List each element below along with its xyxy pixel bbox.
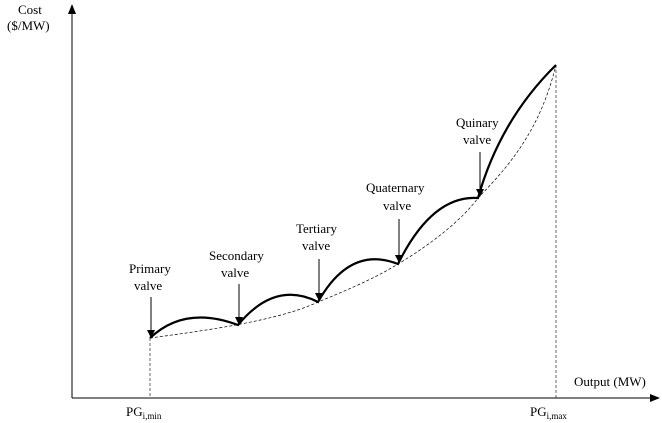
- smooth-cost-curve: [149, 64, 557, 339]
- primary-valve-label-line1: Primary: [129, 261, 171, 276]
- primary-valve-label-line2: valve: [134, 278, 162, 293]
- x-tick-pg-min-main: PG: [126, 404, 143, 419]
- x-tick-pg-min: PGi,min: [126, 404, 162, 421]
- x-axis-arrowhead: [650, 394, 660, 402]
- tertiary-valve-label-line2: valve: [302, 238, 330, 253]
- y-axis-arrowhead: [68, 4, 76, 14]
- quaternary-valve-label-line2: valve: [383, 198, 411, 213]
- quinary-valve-label-line1: Quinary: [456, 115, 499, 130]
- x-tick-pg-max-sub: i,max: [547, 411, 568, 421]
- x-tick-pg-max: PGi,max: [530, 404, 567, 421]
- tertiary-valve-label-line1: Tertiary: [296, 221, 337, 236]
- quinary-valve-label-line2: valve: [463, 132, 491, 147]
- y-axis-label-line1: Cost: [18, 2, 42, 17]
- x-axis-label: Output (MW): [574, 374, 646, 389]
- secondary-valve-label-line2: valve: [221, 265, 249, 280]
- x-tick-pg-min-sub: i,min: [143, 411, 162, 421]
- secondary-valve-label-line1: Secondary: [209, 248, 264, 263]
- x-tick-pg-max-main: PG: [530, 404, 547, 419]
- y-axis-label-line2: ($/MW): [7, 18, 50, 33]
- valve-point-cost-curve: [149, 64, 557, 339]
- quaternary-valve-label-line1: Quaternary: [366, 180, 425, 195]
